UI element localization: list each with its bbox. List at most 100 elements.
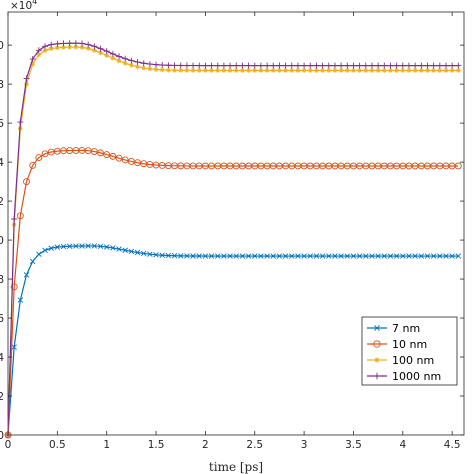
- x-tick-label: 4: [399, 439, 406, 451]
- data-point: [97, 149, 104, 157]
- data-point: [203, 68, 208, 73]
- data-point: [103, 151, 111, 158]
- data-point: [233, 62, 240, 69]
- data-point: [264, 68, 270, 73]
- data-point: [79, 40, 86, 47]
- data-point: [332, 253, 338, 259]
- data-point: [356, 62, 363, 69]
- x-tick-label: 1: [103, 439, 110, 451]
- data-point: [393, 253, 400, 259]
- data-point: [215, 253, 221, 259]
- data-point: [159, 67, 165, 73]
- data-point: [85, 46, 91, 51]
- data-point: [437, 253, 443, 259]
- data-point: [227, 62, 234, 69]
- data-point: [73, 243, 79, 249]
- data-point: [455, 68, 461, 73]
- x-tick-label: 3: [301, 439, 308, 451]
- data-point: [184, 253, 190, 259]
- data-point: [375, 62, 382, 69]
- data-point: [97, 243, 104, 250]
- data-point: [178, 67, 184, 73]
- data-point: [91, 243, 98, 249]
- data-point: [221, 68, 227, 73]
- data-point: [295, 68, 301, 73]
- data-point: [326, 253, 332, 259]
- data-point: [326, 68, 332, 73]
- data-point: [338, 62, 345, 69]
- y-tick-label: 6: [0, 313, 4, 325]
- data-point: [61, 44, 66, 50]
- data-point: [165, 67, 171, 73]
- data-point: [443, 253, 449, 259]
- data-point: [344, 253, 351, 259]
- data-point: [325, 62, 332, 69]
- data-point: [10, 283, 18, 291]
- legend: 7 nm 10 nm 100 nm 1000 nm: [361, 316, 458, 386]
- data-point: [153, 252, 159, 258]
- data-point: [319, 253, 326, 259]
- data-point: [227, 68, 233, 73]
- data-point: [436, 62, 443, 69]
- series-1000-nm: [5, 40, 462, 438]
- series-line: [7, 245, 459, 436]
- x-tick-label: 3.5: [345, 439, 362, 451]
- data-point: [270, 253, 276, 259]
- data-point: [147, 251, 153, 257]
- data-point: [288, 62, 295, 69]
- y-tick-label: 10: [0, 235, 4, 247]
- data-point: [258, 68, 264, 73]
- data-point: [277, 68, 282, 73]
- data-point: [412, 253, 418, 259]
- x-tick-label: 2: [202, 439, 209, 451]
- data-point: [363, 253, 369, 259]
- data-point: [128, 57, 135, 64]
- data-point: [66, 243, 73, 249]
- data-point: [196, 62, 203, 69]
- data-point: [72, 40, 79, 47]
- data-point: [394, 68, 400, 73]
- data-point: [202, 62, 209, 69]
- data-point: [220, 62, 227, 69]
- data-point: [67, 44, 73, 50]
- data-point: [251, 62, 258, 69]
- data-point: [24, 81, 29, 87]
- data-point: [455, 62, 462, 69]
- data-point: [301, 68, 307, 73]
- data-point: [183, 62, 190, 69]
- data-point: [412, 68, 418, 73]
- data-point: [351, 68, 356, 73]
- data-point: [356, 253, 363, 259]
- data-point: [381, 253, 388, 259]
- data-point: [374, 325, 380, 331]
- series-7-nm: [5, 243, 462, 438]
- data-point: [215, 68, 221, 73]
- data-point: [283, 68, 288, 73]
- data-point: [29, 258, 36, 265]
- y-tick-label: 12: [0, 196, 4, 208]
- data-point: [54, 45, 60, 51]
- legend-label: 100 nm: [392, 354, 434, 367]
- data-point: [307, 62, 314, 69]
- data-point: [116, 246, 122, 252]
- data-point: [42, 48, 48, 53]
- data-point: [307, 253, 313, 259]
- data-point: [455, 253, 462, 259]
- data-point: [29, 161, 37, 169]
- data-point: [431, 68, 437, 73]
- data-point: [227, 253, 233, 259]
- data-point: [449, 68, 455, 73]
- data-point: [418, 253, 425, 259]
- data-point: [23, 272, 30, 278]
- data-point: [276, 62, 283, 69]
- data-point: [11, 344, 17, 350]
- data-point: [54, 40, 61, 47]
- y-tick-label: 8: [0, 274, 4, 286]
- data-point: [344, 68, 350, 73]
- data-point: [104, 53, 110, 58]
- data-point: [190, 62, 197, 69]
- data-point: [122, 55, 129, 62]
- data-point: [23, 75, 30, 82]
- data-point: [270, 62, 277, 69]
- legend-item: 1000 nm: [367, 370, 441, 383]
